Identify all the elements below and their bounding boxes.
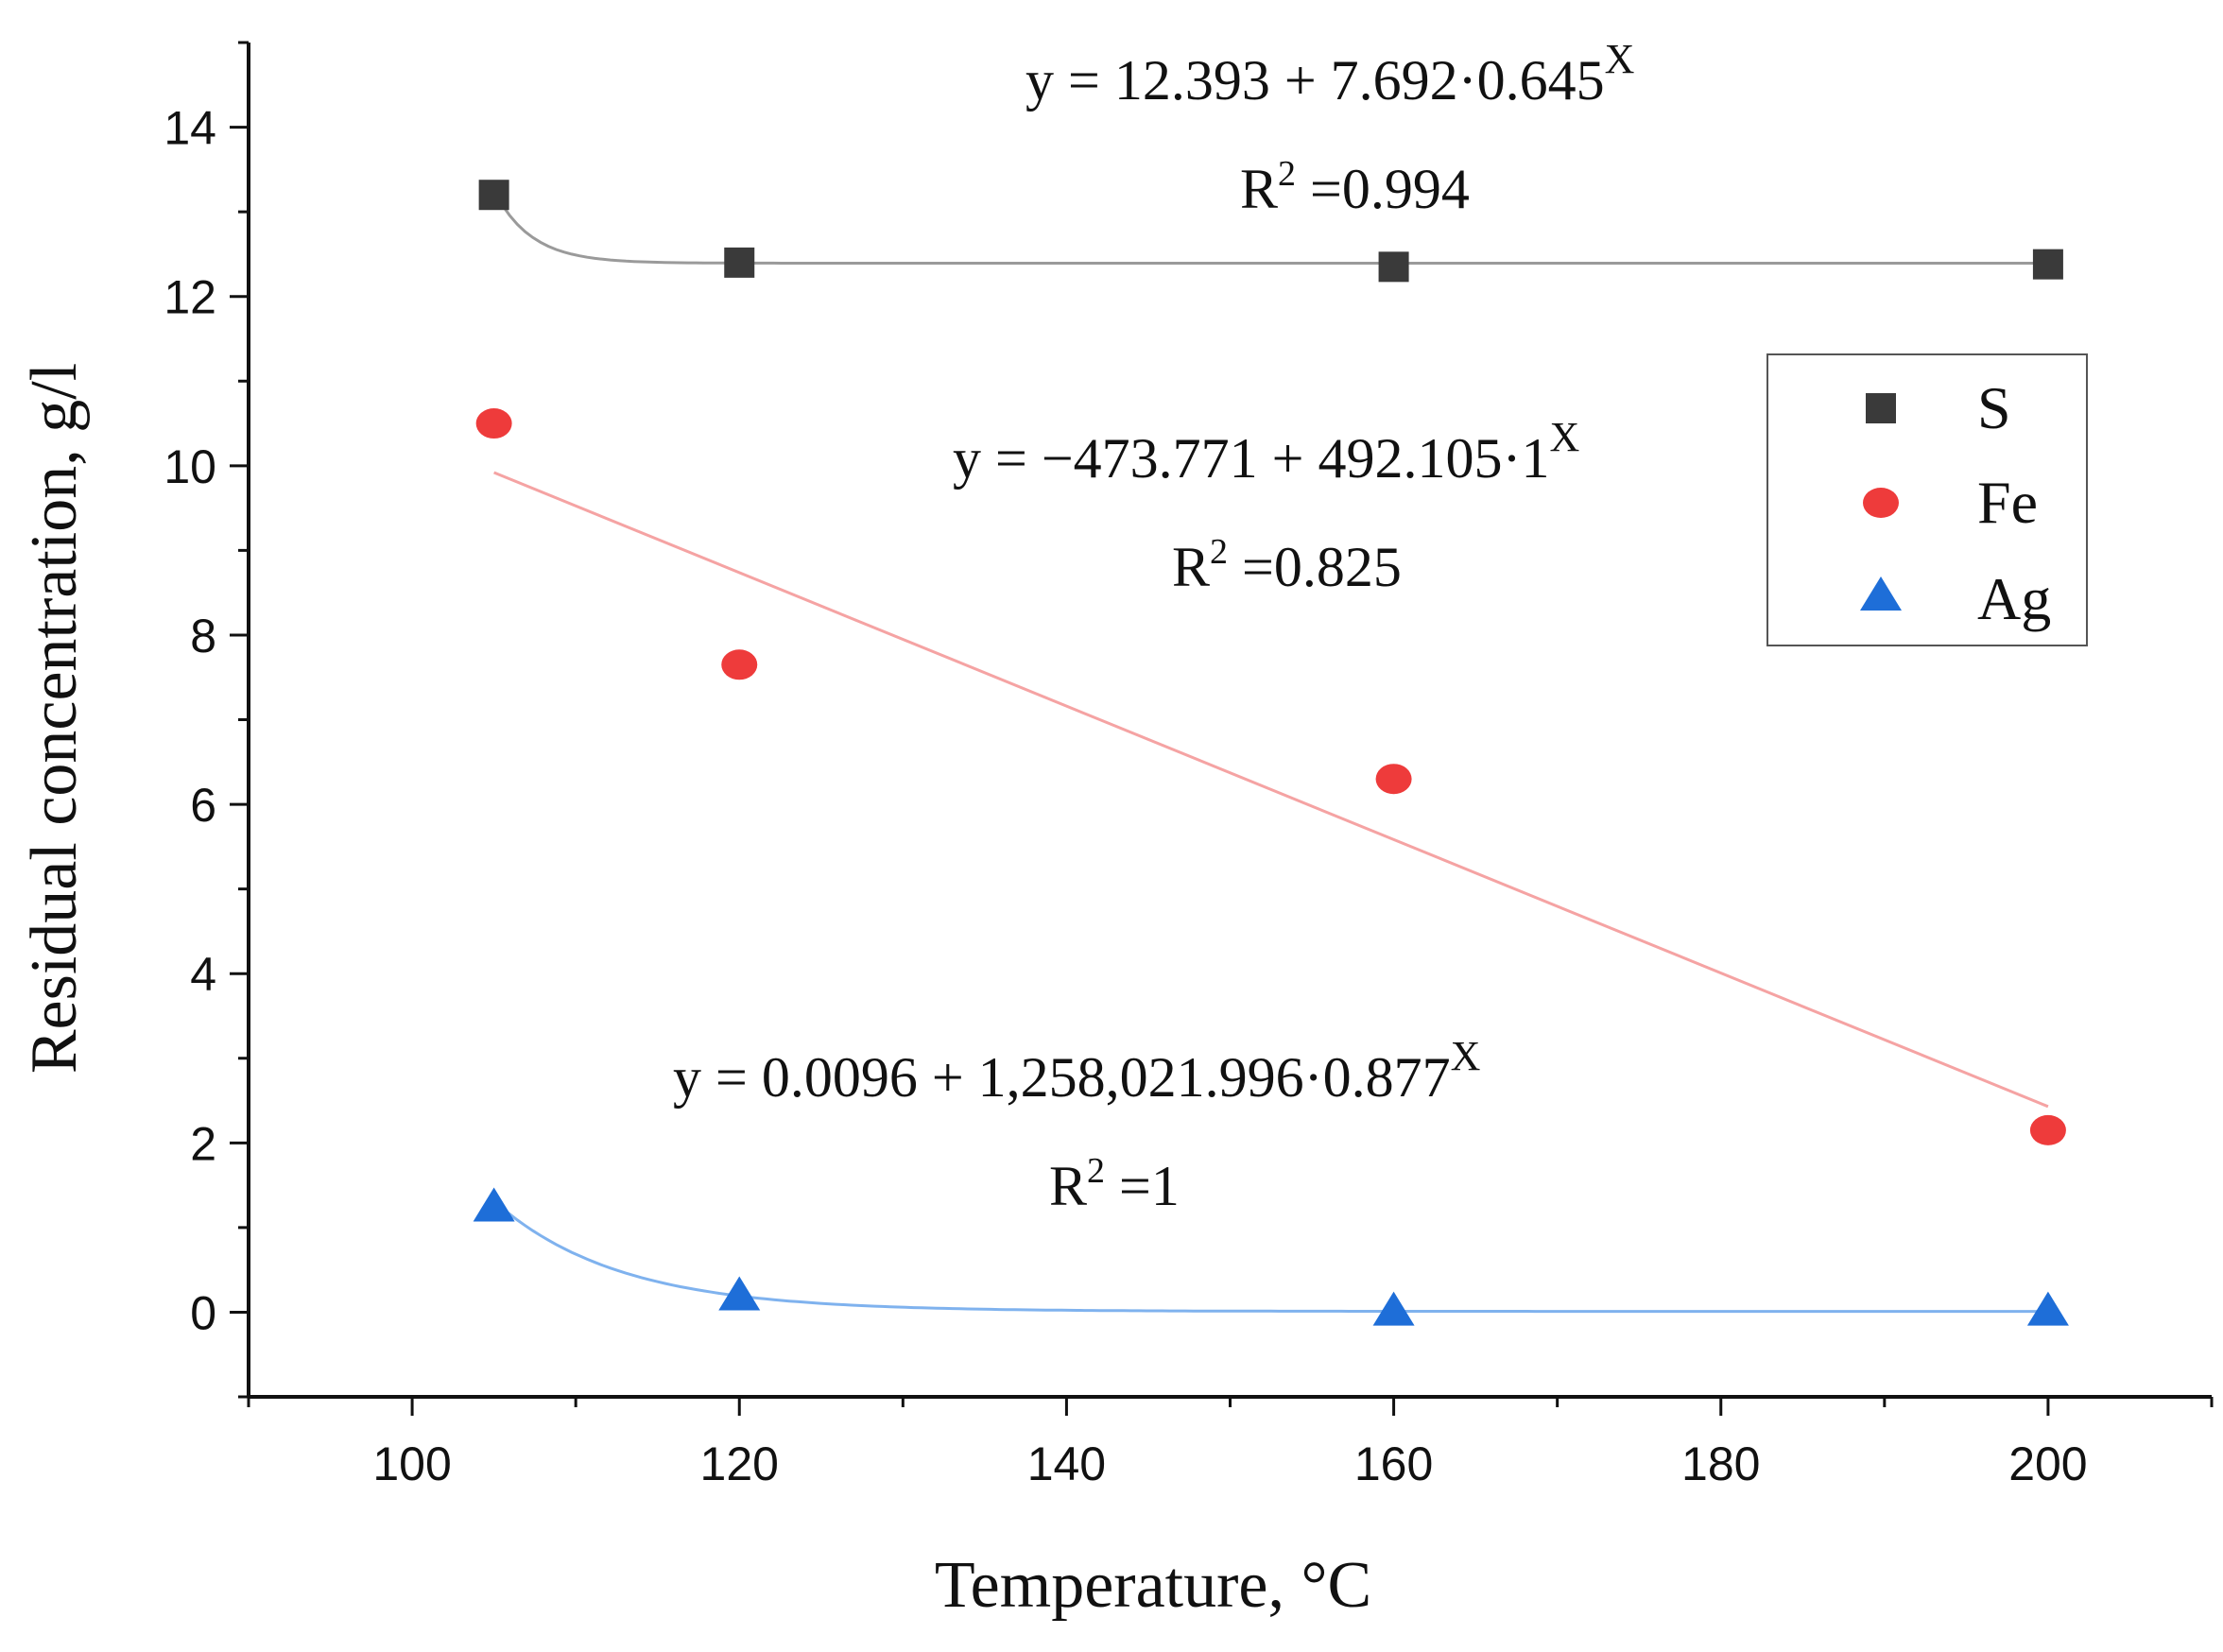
data-point-fe <box>721 649 758 680</box>
r2-ag: R2 =1 <box>1049 1151 1180 1217</box>
y-tick-label: 0 <box>190 1286 216 1339</box>
legend-marker-fe <box>1863 488 1899 518</box>
legend-label-s: S <box>1977 374 2011 441</box>
equation-fe-exponent: X <box>1550 414 1580 460</box>
r2-ag-sup: 2 <box>1087 1151 1105 1191</box>
legend-symbol-s <box>1866 393 1896 423</box>
r2-s: R2 =0.994 <box>1240 154 1470 220</box>
y-tick-label: 4 <box>190 948 216 1001</box>
equation-s-exponent: X <box>1605 36 1635 82</box>
x-axis-title: Temperature, °C <box>935 1549 1371 1622</box>
r2-fe-prefix: R <box>1172 536 1210 598</box>
x-tick-label: 140 <box>1027 1437 1106 1490</box>
x-ticks: 100 120 140 160 180 200 <box>247 1397 2214 1490</box>
data-markers <box>473 180 2069 1326</box>
x-tick-label: 180 <box>1681 1437 1760 1490</box>
r2-s-value: =0.994 <box>1296 158 1470 220</box>
y-tick-label: 14 <box>164 102 216 155</box>
y-tick-label: 2 <box>190 1117 216 1170</box>
x-tick-label: 100 <box>372 1437 451 1490</box>
legend-box <box>1766 353 2088 646</box>
data-point-fe <box>2029 1114 2066 1145</box>
y-tick-label: 6 <box>190 779 216 832</box>
r2-fe: R2 =0.825 <box>1172 532 1402 598</box>
x-tick-label: 160 <box>1354 1437 1433 1490</box>
fit-line-ag <box>492 1199 2048 1314</box>
r2-fe-value: =0.825 <box>1228 536 1402 598</box>
equation-fe-main: y = −473.771 + 492.105·1 <box>953 427 1550 490</box>
legend-marker-ag <box>1860 576 1902 611</box>
data-point-s <box>478 180 509 211</box>
y-tick-label: 12 <box>164 271 216 324</box>
data-point-ag <box>1372 1291 1415 1326</box>
legend: S Fe Ag <box>1766 353 2088 646</box>
data-point-s <box>1378 251 1409 283</box>
legend-symbol-fe <box>1863 488 1899 518</box>
y-axis-title: Residual concentration, g/l <box>18 363 91 1074</box>
equation-s-main: y = 12.393 + 7.692·0.645 <box>1025 49 1605 112</box>
r2-ag-prefix: R <box>1049 1155 1087 1217</box>
r2-ag-value: =1 <box>1105 1155 1180 1217</box>
r2-s-sup: 2 <box>1278 154 1296 194</box>
legend-symbol-ag <box>1860 576 1902 611</box>
equation-ag-main: y = 0.0096 + 1,258,021.996·0.877 <box>673 1046 1451 1109</box>
r2-fe-sup: 2 <box>1210 532 1228 572</box>
r2-s-prefix: R <box>1240 158 1278 220</box>
equation-fe: y = −473.771 + 492.105·1X <box>953 414 1579 490</box>
legend-marker-s <box>1866 393 1896 423</box>
legend-label-ag: Ag <box>1977 565 2051 632</box>
x-tick-label: 200 <box>2008 1437 2087 1490</box>
equation-ag: y = 0.0096 + 1,258,021.996·0.877X <box>673 1033 1480 1109</box>
y-tick-label: 10 <box>164 440 216 493</box>
y-tick-label: 8 <box>190 610 216 663</box>
data-point-ag <box>2026 1291 2069 1326</box>
data-point-s <box>2032 249 2063 280</box>
y-ticks: 0 2 4 6 8 10 12 14 <box>164 41 249 1399</box>
data-point-fe <box>1375 764 1412 795</box>
equation-ag-exponent: X <box>1451 1033 1481 1079</box>
data-point-s <box>724 247 755 278</box>
data-point-fe <box>475 408 512 439</box>
data-point-ag <box>718 1276 761 1311</box>
x-tick-label: 120 <box>700 1437 779 1490</box>
fit-line-fe <box>493 471 2049 1109</box>
data-point-ag <box>473 1187 515 1222</box>
legend-label-fe: Fe <box>1977 469 2038 536</box>
equation-s: y = 12.393 + 7.692·0.645X <box>1025 36 1634 112</box>
